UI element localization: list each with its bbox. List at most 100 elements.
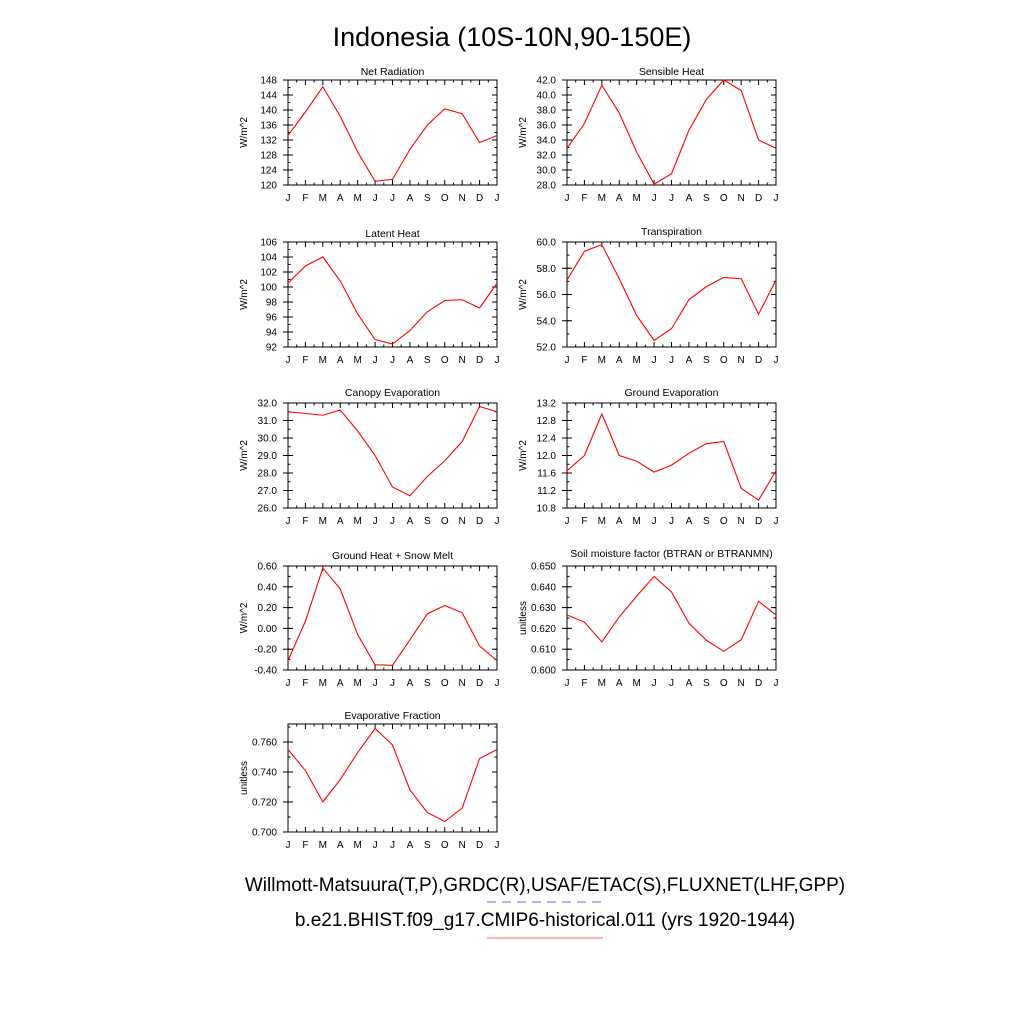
y-tick-label: -0.20: [254, 645, 277, 656]
y-tick-label: 128: [260, 151, 277, 162]
y-tick-label: 124: [260, 166, 277, 177]
x-tick-label: J: [652, 516, 657, 527]
y-tick-label: 28.0: [258, 469, 278, 480]
plot-frame: [566, 241, 777, 348]
y-tick-label: 42.0: [537, 76, 557, 87]
x-tick-label: N: [738, 193, 745, 204]
x-tick-label: J: [495, 193, 500, 204]
x-tick-label: J: [652, 678, 657, 689]
x-tick-label: F: [581, 355, 587, 366]
x-tick-label: F: [581, 678, 587, 689]
x-tick-label: D: [476, 678, 483, 689]
x-tick-label: J: [373, 193, 378, 204]
y-tick-label: 26.0: [258, 504, 278, 515]
x-tick-label: M: [632, 516, 640, 527]
x-tick-label: D: [755, 678, 762, 689]
x-tick-label: M: [632, 193, 640, 204]
x-tick-label: D: [755, 355, 762, 366]
y-tick-label: 34.0: [537, 136, 557, 147]
y-tick-label: 54.0: [537, 316, 557, 327]
chart-title: Soil moisture factor (BTRAN or BTRANMN): [570, 548, 772, 560]
series-line-model: [287, 85, 498, 182]
x-tick-label: J: [774, 516, 779, 527]
x-tick-label: J: [565, 678, 570, 689]
x-tick-label: A: [686, 516, 693, 527]
x-tick-label: S: [424, 840, 431, 851]
x-tick-label: J: [373, 516, 378, 527]
y-tick-label: 12.0: [537, 451, 557, 462]
y-tick-label: 12.8: [537, 416, 557, 427]
y-tick-label: -0.40: [254, 666, 277, 677]
x-tick-label: M: [353, 678, 361, 689]
x-tick-label: F: [302, 516, 308, 527]
y-axis-label: W/m^2: [518, 279, 529, 310]
x-tick-label: A: [337, 678, 344, 689]
x-tick-label: A: [407, 193, 414, 204]
x-tick-label: M: [598, 193, 606, 204]
x-tick-label: O: [441, 678, 449, 689]
x-tick-label: N: [459, 840, 466, 851]
x-tick-label: D: [476, 193, 483, 204]
y-tick-label: 0.760: [252, 738, 277, 749]
chart-title: Latent Heat: [365, 228, 419, 240]
x-tick-label: J: [390, 840, 395, 851]
x-tick-label: J: [286, 193, 291, 204]
y-tick-label: 36.0: [537, 121, 557, 132]
x-tick-label: M: [319, 678, 327, 689]
x-tick-label: J: [390, 355, 395, 366]
y-axis-label: W/m^2: [239, 117, 250, 148]
y-tick-label: 106: [260, 238, 277, 249]
x-tick-label: F: [581, 516, 587, 527]
y-tick-label: 38.0: [537, 106, 557, 117]
y-tick-label: 0.630: [531, 603, 556, 614]
x-tick-label: S: [424, 678, 431, 689]
x-tick-label: O: [720, 516, 728, 527]
x-tick-label: J: [286, 355, 291, 366]
y-tick-label: 31.0: [258, 416, 278, 427]
y-tick-label: 60.0: [537, 238, 557, 249]
y-tick-label: 148: [260, 76, 277, 87]
y-tick-label: 0.640: [531, 582, 556, 593]
y-tick-label: 32.0: [537, 151, 557, 162]
x-tick-label: A: [337, 840, 344, 851]
x-tick-label: S: [703, 355, 710, 366]
y-tick-label: 144: [260, 91, 277, 102]
y-tick-label: 56.0: [537, 290, 557, 301]
chart-title: Net Radiation: [361, 66, 425, 78]
plot-frame: [287, 723, 498, 833]
y-tick-label: 40.0: [537, 91, 557, 102]
x-tick-label: A: [337, 355, 344, 366]
y-tick-label: 30.0: [537, 166, 557, 177]
y-tick-label: 92: [266, 343, 278, 354]
y-axis-label: W/m^2: [518, 117, 529, 148]
x-tick-label: J: [286, 840, 291, 851]
x-tick-label: N: [459, 678, 466, 689]
y-tick-label: 104: [260, 253, 277, 264]
x-tick-label: M: [353, 355, 361, 366]
chart-title: Ground Heat + Snow Melt: [332, 550, 453, 562]
x-tick-label: J: [495, 355, 500, 366]
y-tick-label: 32.0: [258, 399, 278, 410]
series-line-model: [287, 566, 498, 666]
x-tick-label: O: [441, 193, 449, 204]
x-tick-label: D: [755, 193, 762, 204]
plot-frame: [566, 565, 777, 671]
legend-label-model: b.e21.BHIST.f09_g17.CMIP6-historical.011…: [295, 910, 795, 931]
x-tick-label: A: [407, 516, 414, 527]
x-tick-label: M: [353, 516, 361, 527]
x-tick-label: J: [669, 678, 674, 689]
x-tick-label: O: [441, 516, 449, 527]
x-tick-label: A: [616, 516, 623, 527]
x-tick-label: F: [302, 678, 308, 689]
plot-frame: [566, 402, 777, 509]
x-tick-label: J: [669, 516, 674, 527]
x-tick-label: A: [407, 678, 414, 689]
x-tick-label: J: [495, 516, 500, 527]
x-tick-label: N: [738, 355, 745, 366]
x-tick-label: J: [286, 678, 291, 689]
